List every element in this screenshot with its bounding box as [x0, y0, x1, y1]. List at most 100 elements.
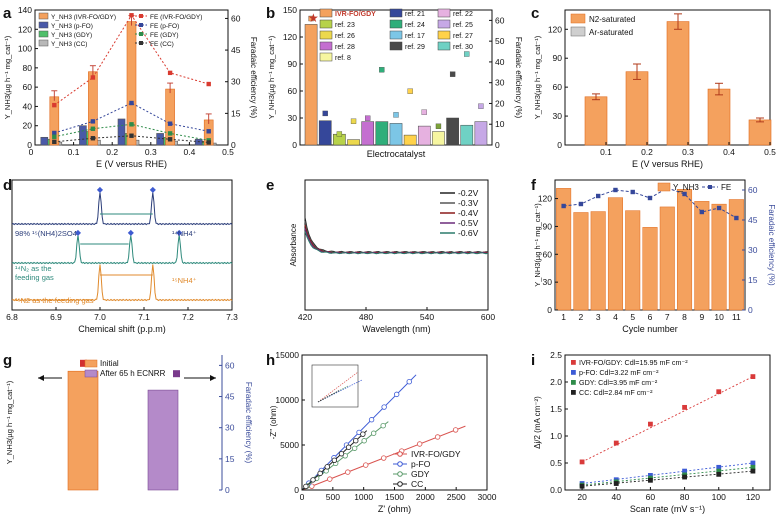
y2-tick-label: 40 — [495, 57, 505, 67]
bar-5 — [642, 227, 658, 311]
x-axis-label: Cycle number — [622, 324, 678, 334]
x-tick-label: 540 — [420, 312, 434, 322]
legend-label: Initial — [100, 359, 119, 368]
legend-label: FE (CC) — [150, 41, 174, 48]
x-tick-label: 0.2 — [641, 147, 653, 157]
fe-point-9 — [435, 123, 442, 129]
legend-swatch — [84, 369, 98, 378]
star-marker: ★ — [308, 11, 319, 25]
cdl-point — [613, 481, 619, 486]
panel-g: g 0 15 30 45 60 Y_NH3(µg h⁻¹ mg_cat⁻¹) Faradaic… — [3, 352, 253, 495]
legend-label: Y_NH3 (CC) — [51, 41, 87, 48]
cdl-point — [648, 477, 653, 483]
fe-point-6 — [393, 112, 399, 118]
legend-label: ref. 28 — [335, 44, 355, 51]
fe-point-4 — [365, 115, 371, 121]
y-axis-label: Y_NH3(µg h⁻¹ mg_cat⁻¹) — [3, 35, 12, 119]
fe-point — [630, 189, 635, 195]
legend-marker — [708, 185, 712, 189]
bar-1 — [318, 120, 332, 146]
legend-label: ref. 26 — [335, 33, 355, 40]
nyquist-point — [324, 464, 330, 470]
fe-point-5 — [379, 67, 385, 73]
legend-marker — [571, 380, 576, 385]
bar-0-1 — [88, 71, 98, 146]
x-tick-label: 2500 — [447, 492, 466, 502]
bar-10 — [728, 199, 744, 311]
fe-point — [206, 81, 211, 87]
x-tick-label: 7.3 — [226, 312, 238, 322]
legend-label: Y_NH3 (IVR-FO/GDY) — [51, 14, 116, 21]
x-tick-label: 1 — [561, 312, 566, 322]
fe-point — [129, 122, 134, 127]
cdl-point — [716, 471, 722, 477]
fe-point — [90, 126, 96, 131]
peak-marker: ◆ — [176, 228, 183, 237]
panel-letter: d — [3, 177, 12, 194]
bar-2 — [666, 21, 690, 146]
nyquist-point — [368, 417, 375, 423]
nyquist-point — [363, 462, 369, 468]
x-axis-label: Chemical shift (p.p.m) — [78, 324, 166, 334]
legend-marker — [397, 461, 403, 467]
y-tick-label: 0.0 — [550, 485, 562, 495]
inset-line — [317, 389, 341, 403]
panel-letter: g — [3, 352, 12, 369]
panel-letter: e — [266, 177, 274, 194]
x-tick-label: 40 — [612, 492, 622, 502]
y-tick-label: 60 — [543, 249, 553, 259]
fe-point — [52, 139, 57, 145]
nyquist-point — [338, 451, 345, 457]
y2-tick-label: 20 — [495, 98, 505, 108]
x-tick-label: 0.3 — [145, 147, 157, 157]
fit-line-2 — [582, 466, 753, 486]
y2-tick-label: 45 — [748, 215, 758, 225]
legend-marker — [571, 370, 576, 375]
y-tick-label: 60 — [553, 82, 563, 92]
legend-swatch — [437, 8, 451, 18]
x-tick-label: 0.5 — [764, 147, 776, 157]
legend-marker — [139, 23, 143, 27]
y-tick-label: 1.5 — [550, 404, 562, 414]
panel-e: e -0.2V-0.3V-0.4V-0.5V-0.6V 420 480 540 600 Wa… — [266, 177, 495, 334]
fe-point-2 — [336, 131, 343, 137]
trace-label: 98% ¹⁵(NH4)2SO4 — [15, 229, 77, 238]
legend-label: FE — [721, 183, 731, 192]
legend-label: -0.5V — [458, 218, 479, 228]
fe-point — [129, 13, 134, 18]
bar-0-3 — [165, 88, 175, 146]
y-axis-label: Δj/2 (mA cm⁻²) — [533, 396, 542, 449]
y-tick-label: 120 — [18, 24, 32, 34]
y-tick-label: 120 — [538, 194, 552, 204]
legend-swatch — [437, 41, 451, 51]
fe-point-7 — [407, 88, 413, 94]
y-tick-label: 120 — [283, 32, 297, 42]
legend-label: -0.3V — [458, 198, 479, 208]
nyquist-point — [360, 431, 366, 437]
cdl-point — [750, 460, 756, 466]
fe-point-after — [173, 370, 180, 378]
cdl-point — [750, 464, 756, 470]
cdl-point — [682, 474, 687, 480]
fe-point — [52, 134, 57, 139]
x-tick-label: 0.4 — [183, 147, 195, 157]
legend-marker — [397, 451, 403, 457]
cdl-point — [648, 473, 653, 478]
cdl-point — [579, 459, 585, 465]
bar-6 — [389, 123, 403, 146]
cdl-point — [716, 389, 722, 395]
legend-swatch — [389, 19, 403, 29]
y-tick-label: 120 — [548, 24, 562, 34]
x-tick-label: 7.2 — [182, 312, 194, 322]
x-tick-label: 4 — [613, 312, 618, 322]
y2-tick-label: 0 — [495, 140, 500, 150]
plot-frame — [11, 179, 233, 311]
bar-1-1 — [79, 125, 87, 146]
nyquist-point — [353, 437, 359, 444]
cdl-point — [579, 483, 585, 489]
legend-label: -0.6V — [458, 228, 479, 238]
bar-5 — [375, 121, 389, 146]
legend-swatch — [319, 8, 333, 18]
legend-swatch — [570, 26, 586, 37]
